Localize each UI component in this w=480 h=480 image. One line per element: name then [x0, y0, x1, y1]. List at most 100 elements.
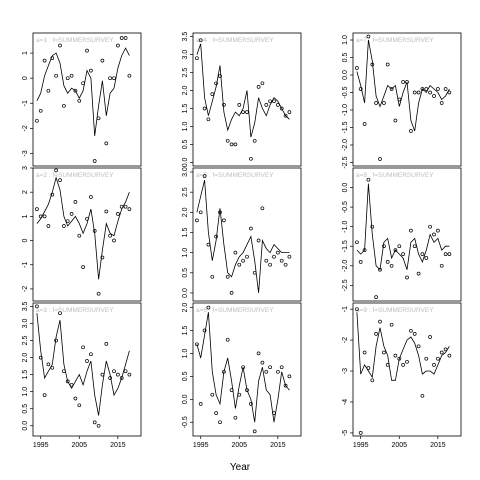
- data-point: [58, 43, 62, 48]
- data-point: [362, 248, 367, 252]
- data-point: [214, 234, 218, 239]
- data-point: [428, 335, 432, 339]
- data-point: [432, 232, 436, 237]
- panel-strip-label: a=7 : f=SUMMERSURVEY: [356, 37, 434, 44]
- data-point: [62, 224, 66, 228]
- data-point: [279, 258, 284, 263]
- data-point: [283, 383, 288, 388]
- y-tick-label: -1.5: [342, 240, 349, 252]
- y-tick-label: -1.0: [342, 221, 349, 233]
- data-point: [370, 378, 375, 383]
- panel-3: a=3 : f=SUMMERSURVEY 3.5 3.0 2.5 2.0 1.5 1.0 0.…: [22, 301, 142, 449]
- data-point: [206, 305, 211, 310]
- y-tick-label: -1.5: [342, 121, 349, 133]
- panel-strip-label: a=1 : f=SUMMERSURVEY: [36, 37, 114, 44]
- data-point: [416, 344, 421, 349]
- data-point: [38, 355, 43, 360]
- data-point: [432, 94, 436, 98]
- data-point: [233, 415, 238, 420]
- panel-frame: [352, 167, 462, 302]
- y-tick-label: 2.0: [22, 353, 29, 363]
- data-point: [416, 271, 421, 276]
- data-point: [401, 80, 405, 84]
- data-point: [92, 159, 97, 163]
- data-point: [195, 218, 199, 223]
- panel-strip-label: a=2 : f=SUMMERSURVEY: [36, 172, 114, 179]
- data-point: [252, 429, 257, 434]
- data-point: [447, 353, 452, 358]
- y-tick-label: 0.0: [182, 288, 189, 298]
- data-point: [397, 97, 402, 102]
- data-point: [385, 363, 390, 367]
- panel-frame: [32, 302, 142, 437]
- data-point: [202, 106, 207, 111]
- panel-1: a=1 : f=SUMMERSURVEY 1 0 -1 -2 -3: [22, 32, 142, 167]
- y-tick-label: 0.0: [182, 394, 189, 404]
- data-point: [222, 218, 226, 223]
- x-tick-label: 2015: [110, 442, 126, 449]
- data-point: [119, 36, 124, 40]
- y-tick-label: 0.5: [182, 139, 189, 149]
- data-point: [233, 250, 238, 255]
- data-point: [46, 224, 51, 228]
- data-point: [272, 411, 276, 415]
- y-tick-label: 1.0: [22, 387, 29, 397]
- data-point: [443, 347, 448, 352]
- data-point: [42, 214, 47, 219]
- data-point: [58, 311, 62, 316]
- data-point: [443, 252, 448, 256]
- data-point: [46, 88, 51, 93]
- data-point: [287, 110, 292, 114]
- data-point: [378, 319, 382, 324]
- y-tick-label: -1: [342, 306, 349, 312]
- y-tick-label: -2: [22, 286, 29, 292]
- panel-frame: [32, 32, 142, 167]
- data-point: [355, 240, 359, 245]
- data-point: [100, 372, 105, 377]
- data-point: [195, 56, 199, 61]
- data-point: [237, 103, 242, 107]
- data-point: [233, 142, 238, 147]
- data-point: [42, 58, 47, 63]
- data-point: [447, 252, 452, 256]
- data-point: [241, 258, 245, 263]
- data-point: [389, 87, 394, 91]
- data-point: [279, 365, 284, 370]
- data-point: [85, 216, 89, 221]
- y-tick-label: 1.0: [342, 35, 349, 45]
- data-point: [245, 110, 249, 114]
- data-point: [50, 56, 55, 60]
- panel-frame: [352, 302, 462, 437]
- y-tick-label: -5: [342, 430, 349, 436]
- data-point: [81, 81, 85, 86]
- data-point: [241, 110, 245, 114]
- data-point: [108, 376, 112, 380]
- data-point: [54, 168, 58, 173]
- data-point: [358, 87, 363, 91]
- data-point: [89, 352, 93, 357]
- data-point: [374, 101, 378, 105]
- data-point: [116, 212, 120, 216]
- data-point: [222, 369, 226, 374]
- y-tick-label: 1: [22, 51, 29, 55]
- y-tick-label: 0.0: [22, 421, 29, 431]
- panel-strip-label: a=9 : f=SUMMERSURVEY: [356, 307, 434, 314]
- data-point: [237, 392, 242, 397]
- x-tick-label: 2005: [71, 442, 87, 449]
- data-point: [401, 363, 405, 367]
- data-point: [112, 238, 116, 243]
- data-point: [358, 260, 363, 264]
- y-tick-label: 2.5: [182, 68, 189, 78]
- data-point: [58, 178, 62, 182]
- data-point: [245, 254, 249, 259]
- panel-strip-label: a=5 : f=SUMMERSURVEY: [196, 172, 274, 179]
- data-point: [225, 274, 230, 279]
- data-point: [214, 81, 218, 86]
- x-tick-label: 1995: [353, 442, 369, 449]
- data-point: [428, 224, 432, 229]
- data-point: [378, 267, 382, 272]
- fitted-line: [356, 39, 450, 132]
- x-tick-label: 2015: [270, 442, 286, 449]
- data-point: [222, 103, 226, 107]
- data-point: [46, 362, 51, 367]
